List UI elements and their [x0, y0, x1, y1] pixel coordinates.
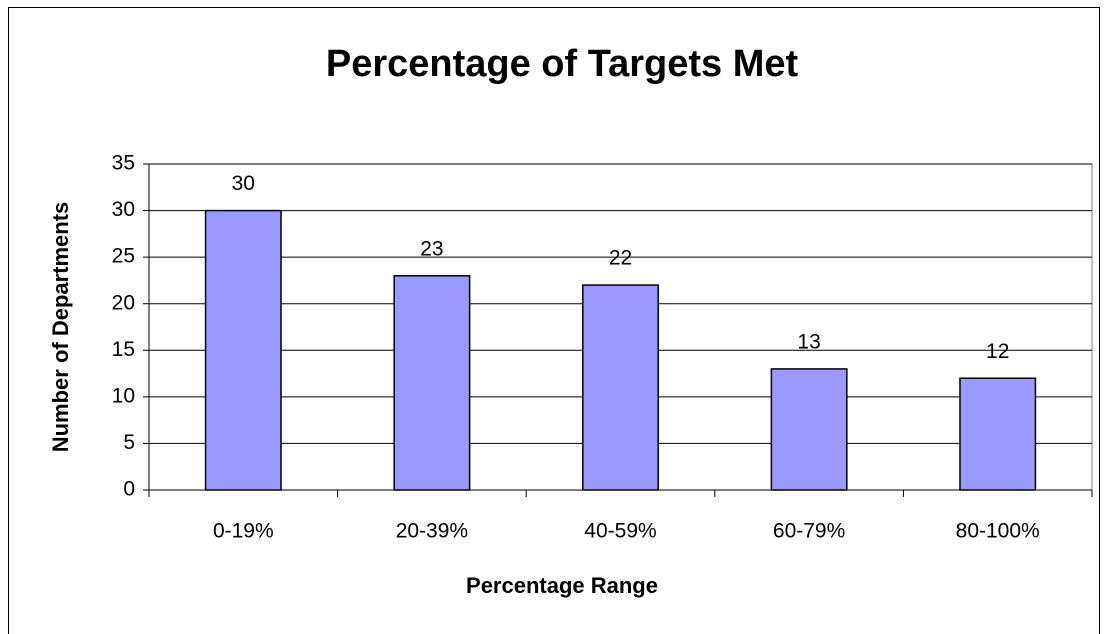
y-tick-label: 5	[123, 431, 135, 454]
y-tick-label: 35	[112, 152, 135, 175]
x-tick-label: 0-19%	[213, 520, 274, 543]
x-axis-title: Percentage Range	[466, 573, 658, 598]
x-tick-label: 40-59%	[584, 520, 656, 543]
chart-title: Percentage of Targets Met	[326, 43, 799, 85]
bar	[204, 209, 282, 491]
data-label: 22	[609, 247, 632, 270]
bar	[393, 275, 471, 491]
bar	[770, 368, 848, 491]
bar	[582, 284, 659, 491]
y-tick-label: 25	[112, 245, 135, 268]
y-tick-label: 30	[112, 198, 135, 221]
y-tick-label: 10	[112, 384, 135, 407]
x-tick-label: 20-39%	[396, 520, 468, 543]
x-tick-label: 60-79%	[773, 520, 845, 543]
y-tick-label: 20	[112, 291, 135, 314]
data-label: 13	[797, 330, 820, 353]
data-label: 23	[420, 237, 443, 260]
y-tick-label: 0	[123, 478, 135, 501]
y-axis-title: Number of Departments	[48, 202, 73, 453]
data-label: 30	[232, 172, 255, 195]
bar	[959, 377, 1037, 491]
x-tick-label: 80-100%	[956, 520, 1040, 543]
y-tick-label: 15	[112, 338, 135, 361]
data-label: 12	[986, 340, 1009, 363]
